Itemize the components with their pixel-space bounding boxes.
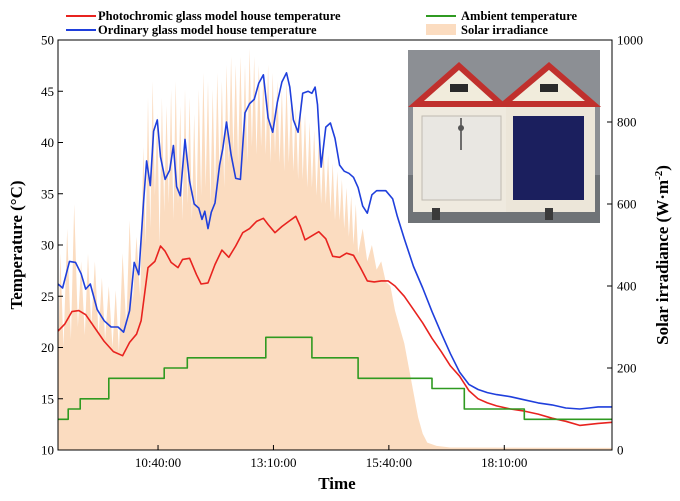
inset-sensor <box>458 125 464 131</box>
y-axis-left-title: Temperature (°C) <box>7 180 26 309</box>
y-axis-right-title-main: Solar irradiance (W·m <box>653 180 672 345</box>
x-tick-label: 18:10:00 <box>481 455 527 470</box>
left-tick-label: 30 <box>41 238 54 253</box>
inset-vent-left <box>450 84 468 92</box>
x-axis-ticks: 10:40:00 13:10:00 15:40:00 18:10:00 <box>135 445 527 470</box>
inset-foot-left <box>432 208 440 220</box>
left-tick-label: 50 <box>41 33 54 48</box>
right-tick-label: 0 <box>617 443 624 458</box>
y-axis-right-title-sup: -2 <box>653 170 665 180</box>
left-tick-label: 45 <box>41 84 54 99</box>
inset-photo <box>408 50 602 223</box>
x-tick-label: 10:40:00 <box>135 455 181 470</box>
legend-label-photochromic: Photochromic glass model house temperatu… <box>98 9 341 23</box>
legend-label-ambient: Ambient temperature <box>461 9 578 23</box>
right-tick-label: 600 <box>617 197 637 212</box>
x-axis-title: Time <box>318 474 356 493</box>
left-axis-ticks: 10 15 20 25 30 35 40 45 50 <box>41 33 63 458</box>
inset-foot-right <box>545 208 553 220</box>
legend: Photochromic glass model house temperatu… <box>66 9 578 37</box>
left-tick-label: 35 <box>41 186 54 201</box>
series-ambient-temperature-line <box>58 336 612 421</box>
left-tick-label: 10 <box>41 443 54 458</box>
right-tick-label: 200 <box>617 361 637 376</box>
inset-vent-right <box>540 84 558 92</box>
temperature-lines-layer <box>57 72 613 427</box>
left-tick-label: 25 <box>41 289 54 304</box>
left-tick-label: 15 <box>41 391 54 406</box>
solar-irradiance-area-layer <box>58 48 612 450</box>
left-tick-label: 40 <box>41 135 54 150</box>
series-photochromic-glass-model-house-temperature-line <box>57 215 613 427</box>
series-ordinary-glass-model-house-temperature-line <box>57 72 612 410</box>
legend-label-solar: Solar irradiance <box>461 23 548 37</box>
right-axis-ticks: 0 200 400 600 800 1000 <box>607 33 643 458</box>
right-tick-label: 1000 <box>617 33 643 48</box>
right-tick-label: 800 <box>617 115 637 130</box>
right-tick-label: 400 <box>617 279 637 294</box>
x-tick-label: 13:10:00 <box>250 455 296 470</box>
series-solar-irradiance-area <box>58 48 612 450</box>
legend-swatch-solar <box>426 24 456 35</box>
inset-photochromic-window <box>513 116 584 200</box>
legend-label-ordinary: Ordinary glass model house temperature <box>98 23 317 37</box>
y-axis-right-title-close: ) <box>653 165 672 171</box>
y-axis-right-title: Solar irradiance (W·m-2) <box>653 165 672 345</box>
left-tick-label: 20 <box>41 340 54 355</box>
x-tick-label: 15:40:00 <box>366 455 412 470</box>
